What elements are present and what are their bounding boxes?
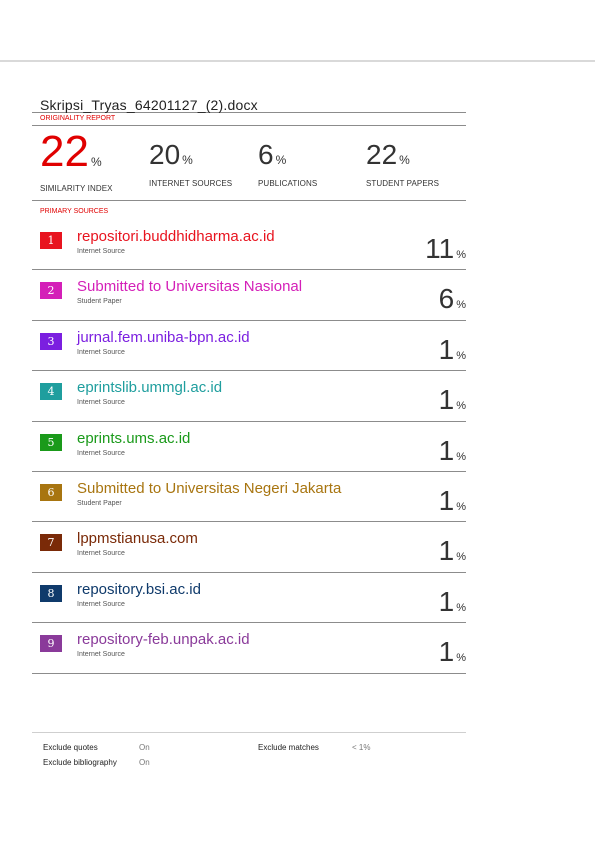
source-percent: 6% xyxy=(438,283,466,315)
source-item: 2 Submitted to Universitas Nasional Studen… xyxy=(32,270,466,321)
source-rank-badge: 3 xyxy=(40,332,62,350)
source-name: repository.bsi.ac.id xyxy=(77,580,201,598)
exclude-matches-label: Exclude matches xyxy=(258,743,319,752)
source-percent: 11% xyxy=(425,233,466,264)
source-percent: 1% xyxy=(438,535,466,567)
source-percent: 1% xyxy=(438,434,466,466)
source-name: Submitted to Universitas Negeri Jakarta xyxy=(77,479,342,497)
document-title: Skripsi_Tryas_64201127_(2).docx xyxy=(40,97,258,113)
source-rank-badge: 6 xyxy=(40,483,62,501)
originality-report-label: ORIGINALITY REPORT xyxy=(40,115,116,122)
divider xyxy=(32,125,466,126)
source-name: eprintslib.ummgl.ac.id xyxy=(77,379,223,397)
report-footer: Exclude quotes On Exclude matches < 1% E… xyxy=(32,732,466,767)
exclude-matches-value: < 1% xyxy=(352,743,371,752)
publications-value: 6% xyxy=(258,139,287,170)
publications-stat: 6% PUBLICATIONS xyxy=(258,138,317,188)
source-item: 4 eprintslib.ummgl.ac.id Internet Source 1% xyxy=(32,371,466,422)
source-name: Submitted to Universitas Nasional xyxy=(77,278,303,296)
source-item: 3 jurnal.fem.uniba-bpn.ac.id Internet Sour… xyxy=(32,321,466,372)
exclude-bibliography-label: Exclude bibliography xyxy=(43,758,117,767)
primary-sources-label: PRIMARY SOURCES xyxy=(40,208,109,215)
source-percent: 1% xyxy=(438,636,466,668)
exclude-quotes-value: On xyxy=(139,743,150,752)
divider xyxy=(32,112,466,113)
student-papers-label: STUDENT PAPERS xyxy=(366,179,440,188)
source-type: Internet Source xyxy=(77,651,125,659)
source-rank-badge: 1 xyxy=(40,232,62,249)
page-top-border xyxy=(0,60,595,62)
source-rank-badge: 8 xyxy=(40,584,62,602)
source-type: Internet Source xyxy=(77,348,125,356)
source-type: Student Paper xyxy=(77,499,122,507)
originality-report: Skripsi_Tryas_64201127_(2).docx ORIGINAL… xyxy=(32,98,466,674)
source-type: Internet Source xyxy=(77,449,125,457)
similarity-index-label: SIMILARITY INDEX xyxy=(40,184,113,193)
source-rank-badge: 9 xyxy=(40,635,62,653)
primary-sources-list: 1 repositori.buddhidharma.ac.id Internet S… xyxy=(32,220,466,674)
similarity-index-stat: 22% SIMILARITY INDEX xyxy=(40,127,113,194)
source-name: jurnal.fem.uniba-bpn.ac.id xyxy=(77,328,250,346)
source-percent: 1% xyxy=(438,384,466,416)
source-name: repository-feb.unpak.ac.id xyxy=(77,631,250,649)
source-rank-badge: 2 xyxy=(40,282,62,300)
source-item: 5 eprints.ums.ac.id Internet Source 1% xyxy=(32,422,466,472)
source-rank-badge: 5 xyxy=(40,433,62,451)
source-type: Internet Source xyxy=(77,550,125,558)
footer-row: Exclude bibliography On xyxy=(32,748,466,767)
internet-sources-value: 20% xyxy=(149,139,193,170)
similarity-index-value: 22% xyxy=(40,127,102,176)
source-rank-badge: 7 xyxy=(40,534,62,552)
exclude-bibliography-value: On xyxy=(139,758,150,767)
source-type: Internet Source xyxy=(77,399,125,407)
divider xyxy=(32,200,466,201)
internet-sources-label: INTERNET SOURCES xyxy=(149,179,233,188)
source-name: lppmstianusa.com xyxy=(77,530,198,548)
source-percent: 1% xyxy=(438,484,466,516)
footer-row: Exclude quotes On Exclude matches < 1% xyxy=(32,733,466,752)
source-type: Internet Source xyxy=(77,600,125,608)
source-percent: 1% xyxy=(438,585,466,617)
source-item: 8 repository.bsi.ac.id Internet Source 1% xyxy=(32,573,466,624)
exclude-quotes-label: Exclude quotes xyxy=(43,743,98,752)
source-rank-badge: 4 xyxy=(40,383,62,401)
source-item: 1 repositori.buddhidharma.ac.id Internet S… xyxy=(32,220,466,271)
internet-sources-stat: 20% INTERNET SOURCES xyxy=(149,138,232,188)
source-item: 6 Submitted to Universitas Negeri Jakarta… xyxy=(32,472,466,523)
source-item: 7 lppmstianusa.com Internet Source 1% xyxy=(32,522,466,573)
source-percent: 1% xyxy=(438,333,466,365)
source-type: Student Paper xyxy=(77,298,122,306)
student-papers-value: 22% xyxy=(366,139,410,170)
publications-label: PUBLICATIONS xyxy=(258,179,318,188)
source-name: eprints.ums.ac.id xyxy=(77,429,191,447)
source-name: repositori.buddhidharma.ac.id xyxy=(77,228,275,245)
source-item: 9 repository-feb.unpak.ac.id Internet Sour… xyxy=(32,623,466,674)
student-papers-stat: 22% STUDENT PAPERS xyxy=(366,138,439,188)
summary-stats: 22% SIMILARITY INDEX 20% INTERNET SOURCE… xyxy=(32,126,466,194)
source-type: Internet Source xyxy=(77,248,125,255)
